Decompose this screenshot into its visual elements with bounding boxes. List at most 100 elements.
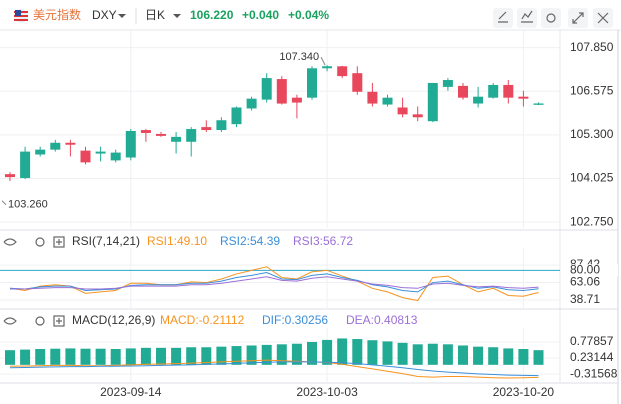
y-tick-label: 107.850 [570, 40, 614, 54]
candle-body [50, 142, 61, 150]
macd-bar [473, 346, 484, 365]
candle-body [140, 130, 151, 133]
y-tick-label: 106.575 [570, 83, 614, 97]
candle-body [110, 152, 121, 161]
gear-icon[interactable] [35, 237, 45, 247]
y-tick-label: 104.025 [570, 171, 614, 185]
macd-bar [140, 347, 151, 365]
candle-body [95, 151, 106, 154]
y-tick-label: 38.71 [570, 292, 600, 306]
legend-label: RSI3:56.72 [293, 234, 353, 248]
candle-body [231, 107, 242, 125]
macd-bar [261, 344, 272, 365]
high-label: 107.340 [279, 51, 319, 63]
price: 106.220 [190, 8, 234, 22]
macd-bar [5, 350, 15, 365]
legend-label: RSI1:49.10 [147, 234, 207, 248]
macd-bar [397, 342, 408, 365]
macd-bar [352, 339, 363, 365]
candle-body [125, 131, 136, 158]
toolbar [493, 8, 613, 28]
indicator-button[interactable] [517, 8, 537, 28]
symbol-code[interactable]: DXY [92, 8, 117, 22]
y-tick-label: 63.06 [570, 275, 600, 289]
y-tick-label: 0.23144 [570, 350, 614, 364]
macd-bar [246, 345, 257, 365]
macd-bar [156, 347, 166, 365]
macd-bar [412, 344, 423, 365]
candle-body [201, 127, 212, 131]
candle-body [246, 98, 257, 109]
change-percent: +0.04% [288, 8, 329, 22]
macd-bar [488, 347, 499, 365]
rsi-title: RSI(7,14,21) [72, 234, 140, 248]
candle-body [533, 103, 544, 105]
candle-body [261, 78, 272, 100]
dropdown-icon[interactable] [173, 14, 181, 18]
period[interactable]: 日K [145, 8, 165, 22]
macd-bar [442, 344, 453, 365]
macd-bar [171, 347, 182, 365]
candle-body [307, 68, 317, 98]
rsi-line [9, 271, 539, 293]
candle-body [65, 142, 76, 145]
legend-label: MACD:-0.21112 [160, 313, 245, 327]
x-tick-label: 2023-09-14 [100, 385, 162, 399]
symbol-name[interactable]: 美元指数 [33, 7, 81, 22]
macd-line [9, 361, 539, 377]
y-tick-label: 102.750 [570, 214, 614, 228]
macd-bar [20, 349, 31, 365]
eye-icon[interactable] [3, 317, 17, 325]
candle-body [503, 84, 514, 98]
macd-bar [291, 343, 302, 365]
macd-bar [382, 341, 393, 365]
reference-tag [562, 264, 618, 277]
candle-body [276, 79, 287, 104]
y-tick-label: 105.300 [570, 127, 614, 141]
y-tick-label: -0.31568 [570, 366, 618, 380]
macd-bar [125, 348, 136, 365]
gear-icon[interactable] [35, 316, 45, 326]
macd-line [9, 359, 539, 379]
candle-body [216, 120, 227, 131]
candle-body [291, 97, 302, 103]
rsi-tools [3, 236, 65, 248]
dropdown-icon[interactable] [118, 14, 126, 18]
macd-bar [216, 346, 227, 365]
macd-bar [186, 347, 197, 365]
candle-body [382, 97, 393, 105]
macd-bar [503, 348, 514, 365]
legend-label: RSI2:54.39 [220, 234, 280, 248]
macd-bar [337, 338, 348, 365]
draw-button[interactable] [493, 8, 513, 28]
macd-bar [322, 339, 333, 365]
add-icon[interactable] [53, 236, 65, 248]
macd-bar [276, 344, 287, 365]
candle-body [20, 151, 31, 179]
candle-body [186, 129, 197, 142]
macd-bar [367, 340, 378, 365]
add-icon[interactable] [53, 315, 65, 327]
macd-bar [80, 348, 91, 365]
macd-bar [50, 348, 61, 365]
eye-icon[interactable] [3, 238, 17, 246]
candle-body [518, 96, 529, 99]
flag-icon [14, 9, 28, 23]
macd-bar [458, 345, 468, 365]
candle-body [171, 136, 182, 142]
macd-bar [307, 341, 317, 365]
candle-body [473, 96, 484, 104]
candle-body [367, 91, 378, 104]
candle-body [427, 82, 438, 122]
macd-bar [95, 348, 106, 365]
x-tick-label: 2023-10-20 [493, 385, 555, 399]
candle-body [322, 66, 333, 69]
rsi-line [10, 276, 539, 290]
macd-bar [518, 349, 529, 365]
macd-bar [35, 349, 46, 365]
macd-bar [427, 343, 438, 365]
candle-body [458, 85, 468, 98]
settings-button[interactable] [541, 8, 561, 28]
macd-bar [231, 346, 242, 365]
